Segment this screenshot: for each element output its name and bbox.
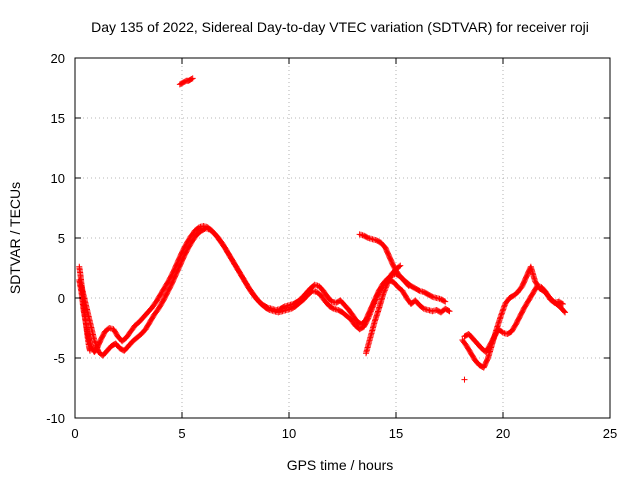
data-point-main-trace-B [366, 311, 373, 318]
x-tick-label: 20 [496, 426, 510, 441]
data-point-main-trace-B [373, 295, 380, 302]
y-tick-label: 15 [51, 111, 65, 126]
data-point-steep-rising-arc [396, 263, 403, 270]
data-point-main-trace-B [365, 314, 372, 321]
data-point-steep-rising-arc [380, 291, 387, 298]
x-tick-label: 0 [71, 426, 78, 441]
y-tick-label: 5 [58, 231, 65, 246]
x-tick-label: 5 [178, 426, 185, 441]
data-point-steep-rising-arc [383, 281, 390, 288]
x-tick-label: 10 [282, 426, 296, 441]
data-point-outlier-cluster [188, 76, 195, 82]
chart-title: Day 135 of 2022, Sidereal Day-to-day VTE… [91, 19, 589, 35]
grid-lines [75, 58, 610, 418]
data-point-main-trace-B [367, 308, 374, 315]
y-tick-label: 10 [51, 171, 65, 186]
data-point-main-trace-B [369, 303, 376, 310]
data-point-main-trace-B [368, 305, 375, 312]
data-point-main-trace-B [366, 312, 373, 319]
data-point-main-trace-B [364, 316, 371, 323]
data-point-late-segment-B [558, 300, 565, 307]
data-point-steep-rising-arc [381, 288, 388, 295]
y-tick-label: 20 [51, 51, 65, 66]
data-point-main-trace-B [446, 308, 453, 315]
x-tick-label: 25 [603, 426, 617, 441]
data-point-upper-descending-arc [442, 298, 449, 305]
data-point-steep-rising-arc [397, 262, 404, 269]
data-point-main-trace-B [445, 307, 452, 314]
data-point-main-trace-B [365, 315, 372, 322]
y-tick-label: -10 [46, 411, 65, 426]
data-point-upper-descending-arc [441, 298, 448, 304]
data-points [76, 75, 569, 383]
data-point-main-trace-B [372, 297, 379, 304]
data-point-late-segment-A [562, 309, 569, 316]
data-point-main-trace-B [371, 300, 378, 307]
data-point-outlier-cluster [189, 75, 196, 82]
y-tick-label: 0 [58, 291, 65, 306]
x-axis-title: GPS time / hours [287, 457, 394, 473]
data-point-main-trace-B [371, 299, 378, 306]
data-point-late-segment-A [484, 356, 491, 363]
y-axis-title: SDTVAR / TECUs [7, 182, 23, 294]
x-tick-label: 15 [389, 426, 403, 441]
data-point-main-trace-B [372, 296, 379, 303]
data-point-steep-rising-arc [383, 283, 390, 290]
data-point-steep-rising-arc [381, 287, 388, 294]
data-point-main-trace-B [369, 304, 376, 311]
data-point-main-trace-B [367, 310, 374, 316]
axis-ticks [74, 57, 611, 419]
data-point-steep-rising-arc [382, 284, 389, 291]
tick-labels: 0 5 10 15 20 25 -10 -5 0 5 10 15 20 [46, 51, 617, 441]
y-tick-label: -5 [53, 351, 65, 366]
data-point-left-spike [86, 347, 93, 354]
data-point-main-trace-B [368, 307, 375, 314]
data-point-late-segment-A [561, 308, 568, 315]
data-point-late-segment-B [559, 301, 566, 307]
data-point-steep-rising-arc [382, 286, 389, 292]
data-point-isolated-point [461, 376, 468, 383]
data-point-steep-rising-arc [380, 290, 387, 297]
data-point-main-trace-B [370, 301, 377, 308]
